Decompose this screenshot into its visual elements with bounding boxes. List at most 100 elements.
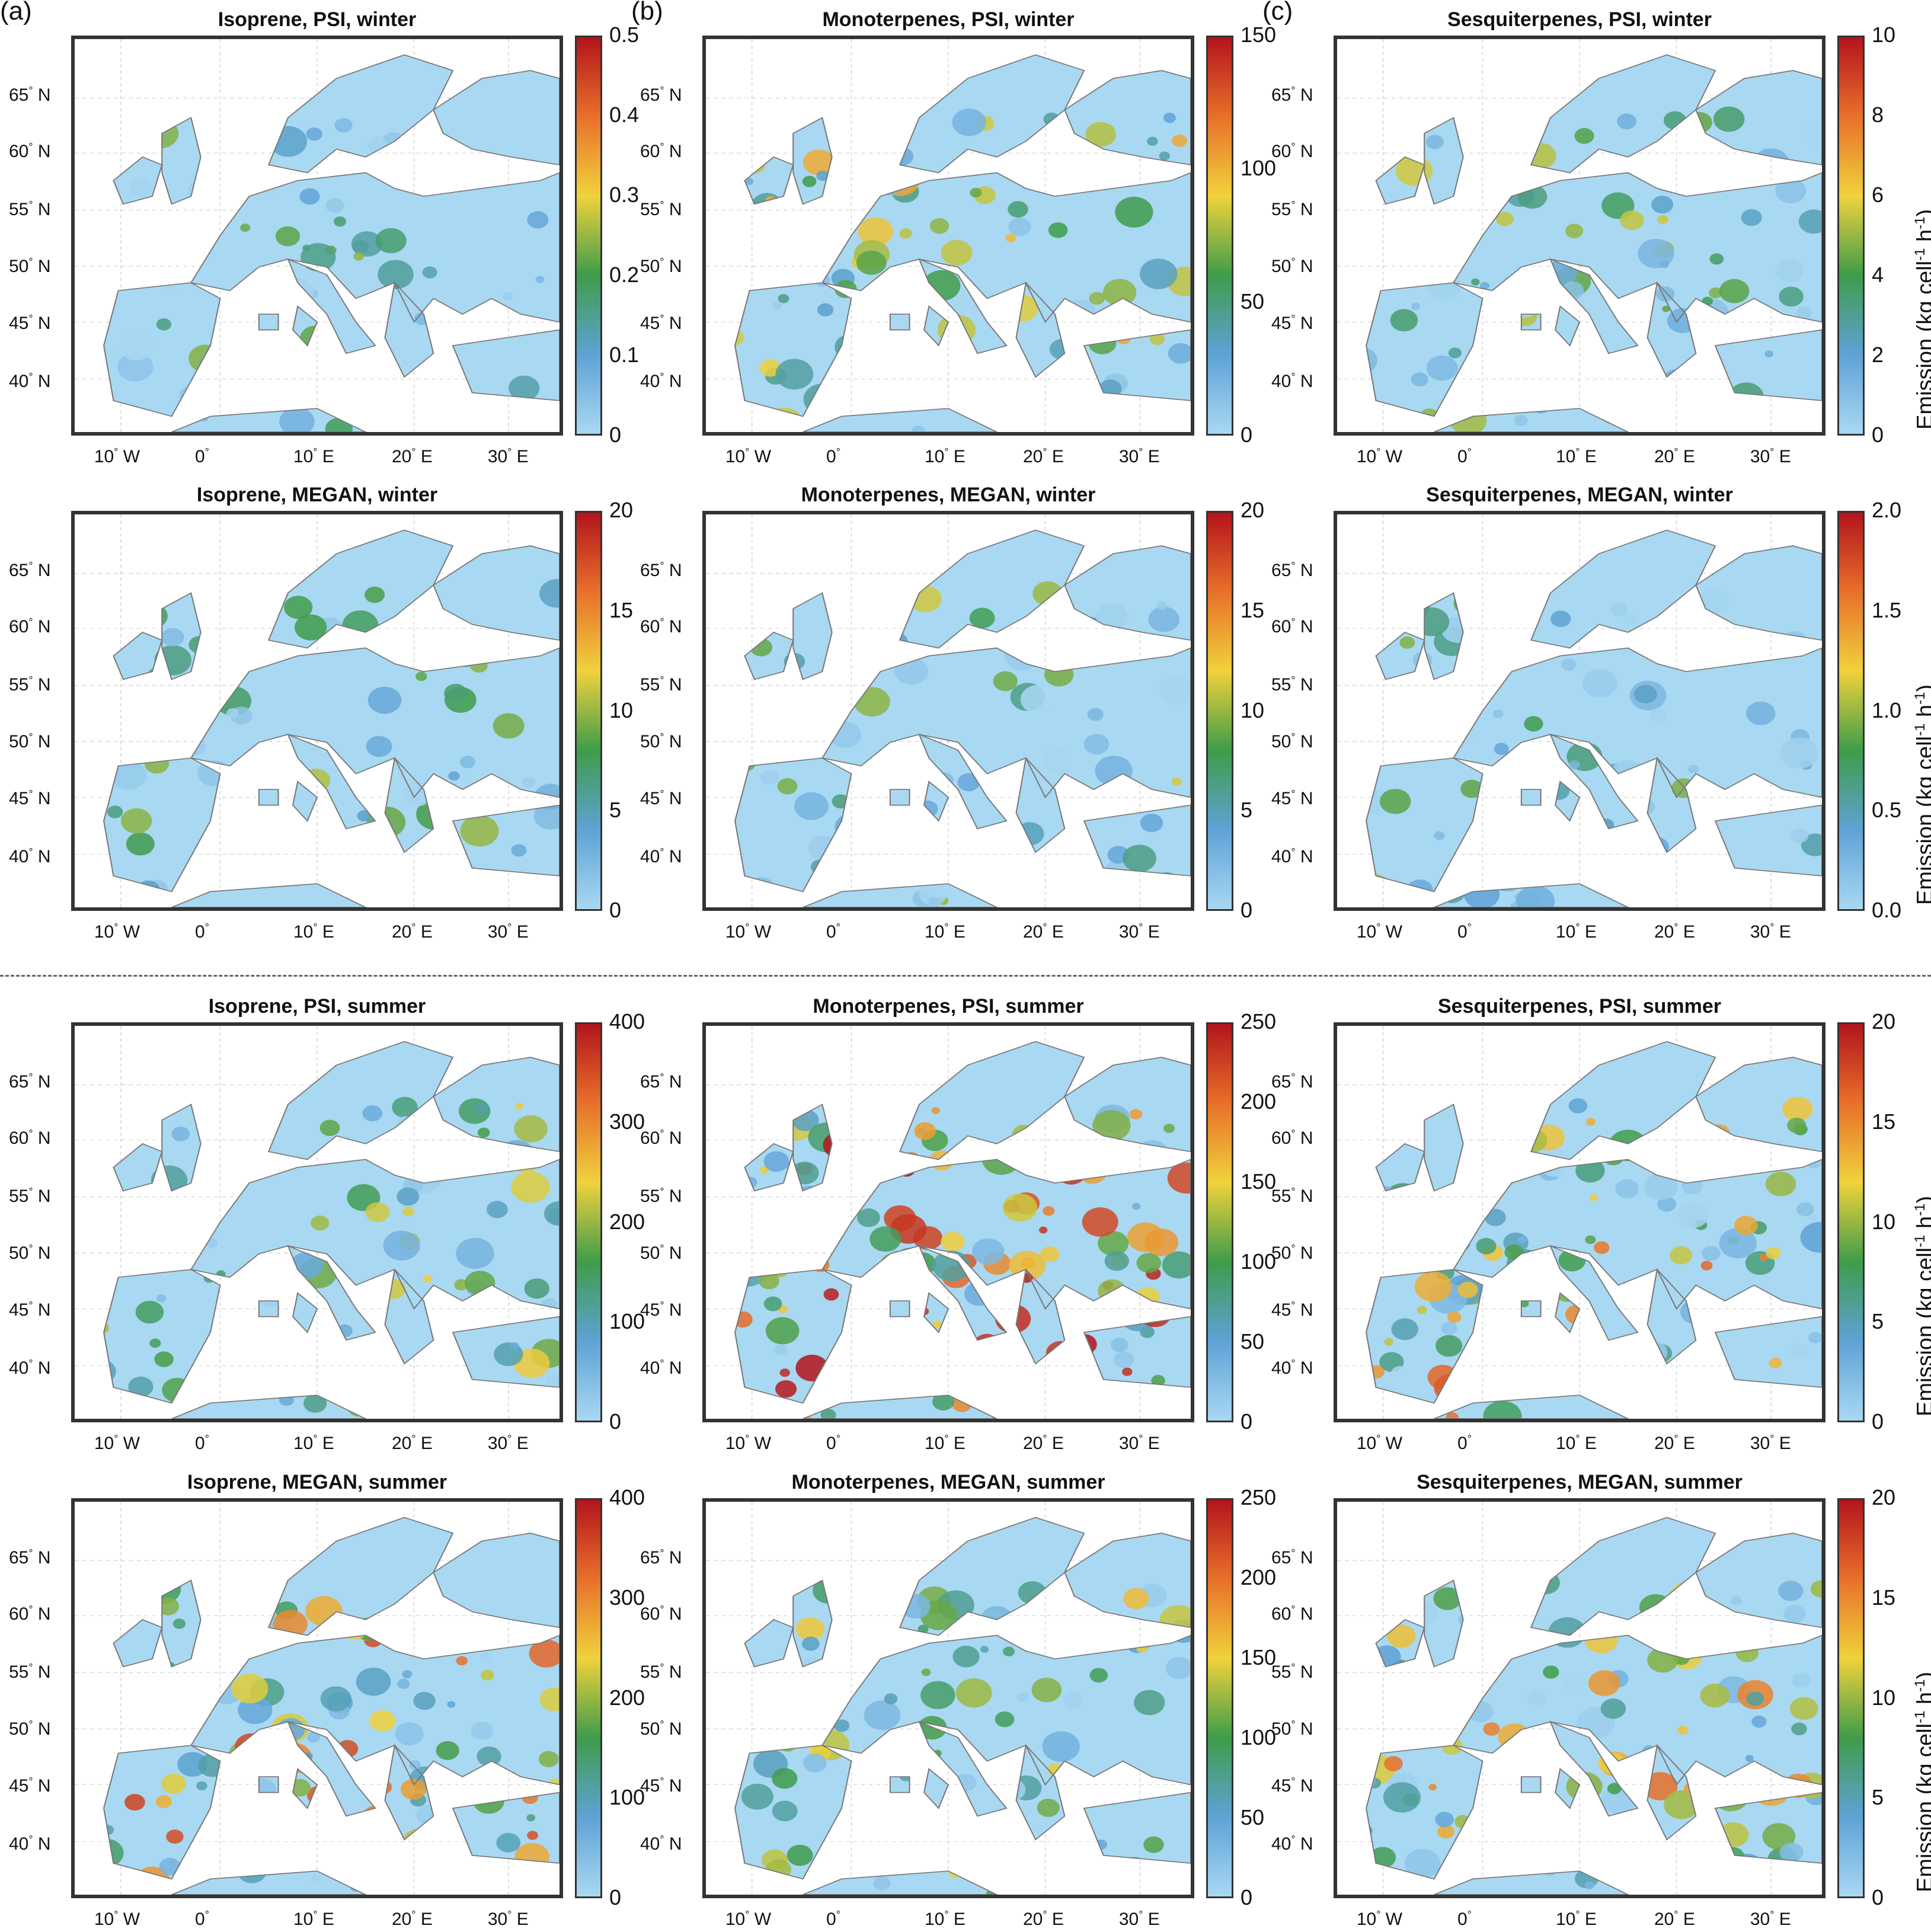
emission-cell [1095, 603, 1128, 630]
emission-cell [1419, 1685, 1436, 1700]
emission-cell [375, 1863, 394, 1879]
emission-cell [1082, 1207, 1118, 1237]
coastline [1647, 1268, 1697, 1365]
emission-cell [1794, 1387, 1812, 1402]
emission-cell [1775, 178, 1807, 204]
coastline [1424, 117, 1464, 205]
map-frame[interactable] [702, 511, 1194, 911]
latitude-label: 50° N [640, 731, 682, 752]
emission-cell [795, 1617, 825, 1641]
longitude-label: 10° E [1556, 446, 1597, 466]
map-frame[interactable] [1334, 1022, 1826, 1422]
map-frame[interactable] [1334, 36, 1826, 436]
map-frame[interactable] [71, 1022, 563, 1422]
emission-cell [867, 1332, 907, 1363]
emission-cell [415, 1805, 441, 1825]
coastline [1714, 1316, 1822, 1388]
map-frame[interactable] [71, 36, 563, 436]
emission-cell [1782, 1096, 1813, 1122]
emission-cell [1372, 1645, 1401, 1669]
emission-cell [1497, 132, 1527, 156]
emission-cell [1588, 1670, 1620, 1696]
emission-cell [446, 1638, 459, 1649]
longitude-label: 0° [195, 922, 209, 942]
longitude-label: 0° [826, 1433, 840, 1453]
emission-map [1337, 514, 1822, 907]
map-frame[interactable] [702, 1498, 1194, 1898]
latitude-label: 45° N [1271, 1776, 1313, 1796]
emission-cell [1792, 1672, 1811, 1688]
map-frame[interactable] [71, 1498, 563, 1898]
longitude-label: 10° E [1556, 1909, 1597, 1929]
emission-cell [1344, 901, 1358, 907]
latitude-label: 65° N [9, 560, 51, 581]
emission-cell [402, 1670, 413, 1678]
emission-cell [1657, 1197, 1676, 1212]
emission-cell [1766, 1172, 1796, 1197]
emission-cell [1159, 151, 1170, 161]
coastline [113, 1143, 163, 1192]
emission-cell [843, 1367, 878, 1394]
emission-cell [247, 775, 258, 783]
emission-cell [1578, 1827, 1596, 1841]
emission-cell [376, 1830, 401, 1850]
latitude-label: 65° N [1271, 560, 1313, 581]
latitude-label: 55° N [1271, 1661, 1313, 1682]
emission-cell [1366, 1178, 1373, 1203]
emission-cell [1492, 709, 1504, 718]
emission-cell [1002, 1193, 1038, 1222]
coastline [452, 1316, 560, 1388]
emission-cell [848, 156, 864, 169]
emission-cell [357, 810, 371, 822]
emission-cell [1649, 708, 1668, 723]
latitude-label: 55° N [9, 199, 51, 219]
emission-cell [820, 1409, 836, 1419]
emission-cell [310, 1875, 322, 1885]
emission-cell [161, 1773, 186, 1794]
emission-cell [1411, 302, 1421, 311]
emission-cell [1103, 279, 1137, 306]
emission-cell [1390, 1365, 1411, 1383]
longitude-label: 10° W [94, 922, 140, 942]
emission-cell [1172, 134, 1187, 147]
emission-cell [1728, 1880, 1739, 1889]
emission-cell [929, 218, 949, 234]
emission-cell [144, 753, 170, 774]
colorbar-tick-label: 0.1 [609, 343, 640, 367]
emission-cell [400, 1161, 414, 1172]
emission-cell [1406, 1239, 1421, 1251]
emission-cell [104, 1709, 113, 1718]
emission-cell [706, 1372, 728, 1399]
emission-cell [456, 1656, 468, 1666]
longitude-label: 30° E [487, 922, 529, 942]
coastline [803, 1394, 998, 1419]
longitude-label: 10° E [293, 446, 334, 466]
emission-cell [1483, 1400, 1522, 1419]
emission-cell [107, 805, 123, 818]
panel-title: Isoprene, MEGAN, summer [187, 1471, 447, 1493]
coastline [384, 281, 434, 378]
map-frame[interactable] [1334, 1498, 1826, 1898]
map-frame[interactable] [702, 1022, 1194, 1422]
emission-cell [293, 847, 324, 872]
column-label: (a) [0, 0, 32, 25]
emission-cell [1550, 610, 1571, 628]
emission-cell [1489, 390, 1512, 409]
map-frame[interactable] [1334, 511, 1826, 911]
map-frame[interactable] [702, 36, 1194, 436]
coastline [258, 1776, 279, 1793]
emission-cell [765, 893, 781, 906]
map-frame[interactable] [71, 511, 563, 911]
emission-cell [1702, 1246, 1721, 1261]
colorbar-tick-label: 250 [1241, 1009, 1277, 1034]
emission-cell [1518, 1584, 1529, 1593]
coastline [1015, 281, 1066, 378]
emission-cell [111, 1867, 143, 1892]
emission-cell [1642, 1745, 1654, 1755]
colorbar-axis-label: Emission (kg cell-1 h-1) [1912, 209, 1931, 430]
emission-cell [1047, 1368, 1068, 1386]
coastline [103, 1269, 221, 1404]
emission-cell [138, 686, 177, 717]
emission-cell [1450, 405, 1487, 432]
emission-cell [1479, 324, 1511, 350]
